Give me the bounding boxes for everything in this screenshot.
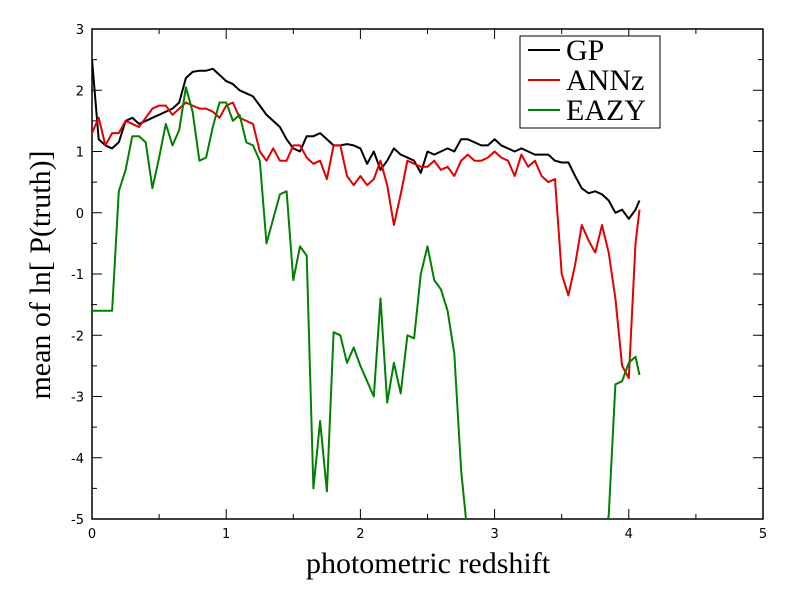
x-axis-title: photometric redshift [306, 547, 551, 580]
y-tick-label: -1 [71, 268, 84, 283]
x-tick-label: 4 [625, 527, 633, 542]
y-tick-label: 2 [76, 84, 84, 99]
x-tick-label: 3 [490, 527, 498, 542]
series-line-eazy [92, 86, 641, 519]
x-tick-label: 0 [88, 527, 96, 542]
plot-frame [91, 28, 764, 520]
legend-label-annz: ANNz [566, 64, 644, 97]
series-line-gp [92, 59, 641, 220]
legend-box [519, 35, 661, 129]
y-tick-label: 0 [76, 207, 84, 222]
axis-ticks [91, 28, 764, 520]
axis-tick-labels: 0 1 2 3 4 5 -5 -4 -3 -2 -1 0 1 2 3 [71, 23, 767, 542]
y-tick-label: 1 [76, 146, 84, 161]
legend-label-gp: GP [566, 34, 604, 67]
x-tick-label: 2 [356, 527, 364, 542]
y-tick-label: -2 [71, 329, 84, 344]
y-tick-label: -4 [71, 452, 84, 467]
x-tick-label: 5 [759, 527, 767, 542]
y-tick-label: -5 [71, 513, 84, 528]
y-tick-label: 3 [76, 23, 84, 38]
legend-label-eazy: EAZY [566, 94, 646, 127]
y-tick-label: -3 [71, 391, 84, 406]
y-axis-title: mean of ln[ P(truth)] [24, 150, 57, 399]
x-tick-label: 1 [222, 527, 230, 542]
series-layer [92, 59, 641, 519]
